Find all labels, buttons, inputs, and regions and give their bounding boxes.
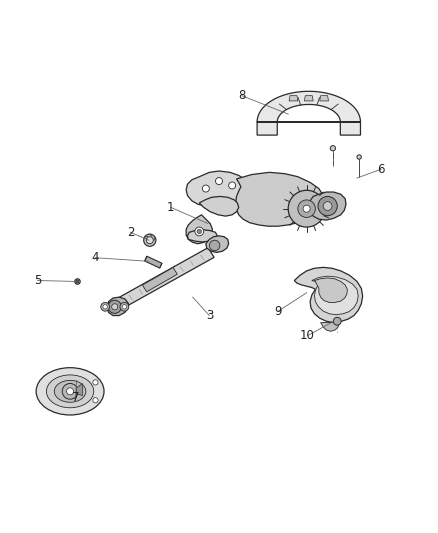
Circle shape <box>122 304 127 309</box>
Circle shape <box>333 317 341 325</box>
Circle shape <box>303 205 310 212</box>
Text: 9: 9 <box>274 305 282 318</box>
Circle shape <box>215 177 223 184</box>
Polygon shape <box>257 91 360 135</box>
Circle shape <box>62 383 78 399</box>
Text: 7: 7 <box>71 391 79 405</box>
Polygon shape <box>199 197 239 216</box>
Ellipse shape <box>36 368 104 415</box>
Circle shape <box>318 197 337 216</box>
Polygon shape <box>304 96 313 101</box>
Circle shape <box>101 302 110 311</box>
Circle shape <box>209 240 220 251</box>
Polygon shape <box>294 268 363 322</box>
Circle shape <box>330 146 336 151</box>
Polygon shape <box>289 96 298 101</box>
Polygon shape <box>187 230 217 242</box>
Circle shape <box>67 388 74 395</box>
Circle shape <box>323 201 332 211</box>
Polygon shape <box>206 236 229 253</box>
Text: 6: 6 <box>377 163 385 176</box>
Text: 3: 3 <box>206 309 213 322</box>
Polygon shape <box>309 192 346 220</box>
Text: 4: 4 <box>92 251 99 264</box>
Circle shape <box>144 234 156 246</box>
Circle shape <box>120 302 129 311</box>
Circle shape <box>298 200 315 217</box>
Circle shape <box>93 398 98 403</box>
Circle shape <box>93 379 98 385</box>
Polygon shape <box>321 322 339 332</box>
Circle shape <box>112 304 118 310</box>
Polygon shape <box>312 276 358 314</box>
Circle shape <box>197 229 201 233</box>
Text: 1: 1 <box>167 201 175 214</box>
Circle shape <box>103 304 107 309</box>
Circle shape <box>202 185 209 192</box>
Polygon shape <box>186 215 212 244</box>
Text: 8: 8 <box>238 89 245 102</box>
Polygon shape <box>320 96 328 101</box>
Circle shape <box>288 190 325 227</box>
Circle shape <box>195 227 204 236</box>
Text: 2: 2 <box>127 226 134 239</box>
Polygon shape <box>186 171 247 206</box>
Polygon shape <box>142 268 177 292</box>
Polygon shape <box>77 383 82 395</box>
Text: 10: 10 <box>300 329 315 342</box>
Circle shape <box>229 182 236 189</box>
Text: 5: 5 <box>34 274 41 287</box>
Circle shape <box>108 300 121 313</box>
Polygon shape <box>107 297 128 316</box>
Circle shape <box>357 155 361 159</box>
Ellipse shape <box>46 375 94 408</box>
Ellipse shape <box>54 381 86 402</box>
Polygon shape <box>119 248 214 307</box>
Circle shape <box>146 237 153 244</box>
Polygon shape <box>145 256 162 268</box>
Polygon shape <box>236 172 323 226</box>
Polygon shape <box>314 278 347 302</box>
